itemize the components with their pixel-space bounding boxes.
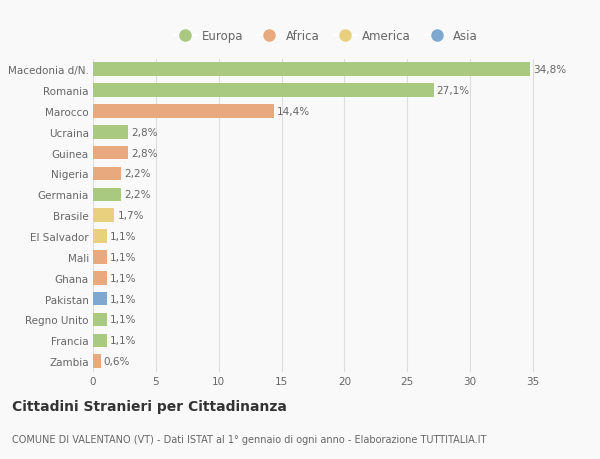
Bar (93, 355, 101, 368)
Text: 2,8%: 2,8% (131, 128, 158, 138)
Bar (93, 84, 434, 98)
Text: 2,2%: 2,2% (124, 190, 150, 200)
Bar (93, 209, 115, 223)
Bar (93, 105, 274, 118)
Bar (93, 313, 107, 326)
Text: 27,1%: 27,1% (437, 86, 470, 96)
Bar (93, 188, 121, 202)
Text: 1,1%: 1,1% (110, 252, 136, 263)
Bar (93, 168, 121, 181)
Text: 0,6%: 0,6% (104, 356, 130, 366)
Bar (93, 146, 128, 160)
Text: 34,8%: 34,8% (533, 65, 566, 75)
Text: 14,4%: 14,4% (277, 106, 310, 117)
Text: 1,1%: 1,1% (110, 273, 136, 283)
Bar (93, 271, 107, 285)
Bar (93, 251, 107, 264)
Bar (93, 334, 107, 347)
Bar (93, 230, 107, 243)
Text: 2,2%: 2,2% (124, 169, 150, 179)
Text: 2,8%: 2,8% (131, 148, 158, 158)
Text: 1,1%: 1,1% (110, 315, 136, 325)
Text: 1,1%: 1,1% (110, 336, 136, 346)
Legend: Europa, Africa, America, Asia: Europa, Africa, America, Asia (169, 25, 482, 48)
Text: 1,7%: 1,7% (118, 211, 144, 221)
Bar (93, 126, 128, 139)
Text: COMUNE DI VALENTANO (VT) - Dati ISTAT al 1° gennaio di ogni anno - Elaborazione : COMUNE DI VALENTANO (VT) - Dati ISTAT al… (12, 434, 487, 444)
Text: Cittadini Stranieri per Cittadinanza: Cittadini Stranieri per Cittadinanza (12, 399, 287, 413)
Text: 1,1%: 1,1% (110, 294, 136, 304)
Bar (93, 292, 107, 306)
Text: 1,1%: 1,1% (110, 231, 136, 241)
Bar (93, 63, 530, 77)
